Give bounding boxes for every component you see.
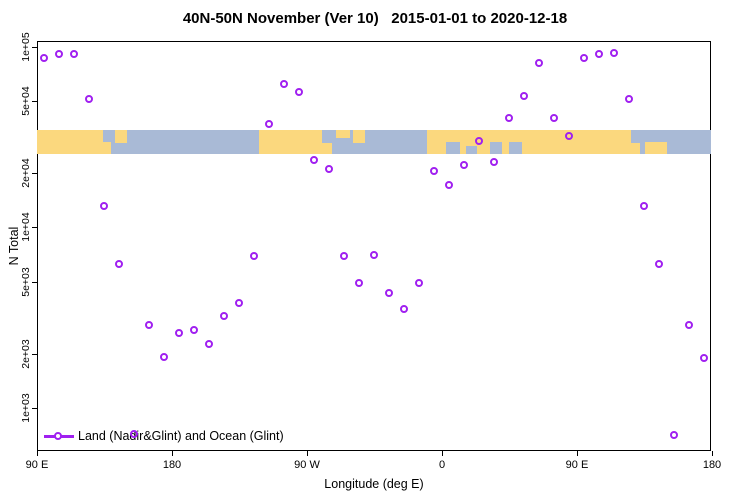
x-tick-label: 90 E [565,459,589,471]
data-point [640,201,648,210]
data-point [475,136,483,145]
x-tick-mark [37,451,38,456]
data-point [655,260,663,269]
data-point [190,326,198,335]
data-point [295,87,303,96]
map-land-segment [645,142,667,154]
x-tick-mark [172,451,173,456]
data-point [310,155,318,164]
map-land-segment [115,130,127,144]
data-point [160,353,168,362]
map-ocean-patch [466,145,477,154]
y-tick-label: 5e+03 [20,266,32,297]
data-point [625,95,633,104]
data-point [565,131,573,140]
data-point [445,181,453,190]
data-point [670,431,678,440]
data-point [85,95,93,104]
map-ocean-patch [631,130,640,144]
data-point [250,251,258,260]
legend-circle-marker-icon [54,431,62,440]
x-tick-label: 180 [162,459,182,471]
x-tick-label: 180 [702,459,722,471]
data-point [535,58,543,67]
x-tick-mark [712,451,713,456]
y-tick-mark [32,46,37,48]
chart-title: 40N-50N November (Ver 10) 2015-01-01 to … [182,10,568,27]
data-point [100,201,108,210]
y-axis-label: N Total [7,226,21,266]
data-point [490,157,498,166]
data-point [325,164,333,173]
data-point [370,250,378,259]
y-tick-mark [32,353,37,355]
map-land-segment [37,130,103,154]
y-tick-label: 5e+04 [20,86,32,116]
y-tick-mark [32,281,37,283]
y-tick-label: 1e+05 [20,31,32,62]
data-point [145,321,153,330]
data-point [70,50,78,59]
map-ocean-patch [446,142,460,154]
data-point [235,298,243,307]
data-point [700,353,708,362]
data-point [175,329,183,338]
data-point [55,50,63,59]
y-tick-label: 2e+03 [20,338,32,369]
map-land-segment [259,130,332,154]
data-point [205,339,213,348]
y-tick-mark [32,101,37,103]
x-tick-label: 90 E [25,459,49,471]
data-point [355,278,363,287]
x-tick-label: 90 W [294,459,320,471]
data-point [280,79,288,88]
y-tick-label: 1e+04 [20,212,32,243]
data-point [685,320,693,329]
y-tick-mark [32,227,37,229]
data-point [580,54,588,63]
data-point [130,430,138,439]
map-ocean-patch [490,142,502,154]
legend-label: Land (Nadir&Glint) and Ocean (Glint) [78,429,284,443]
data-point [595,49,603,58]
map-land-segment [427,130,640,154]
land-ocean-map-strip [37,130,711,154]
map-land-segment [103,142,111,154]
y-tick-label: 2e+04 [20,158,32,188]
data-point [385,289,393,298]
data-point [415,278,423,287]
map-land-segment [353,130,365,144]
data-point [115,260,123,269]
data-point [430,166,438,175]
data-point [505,114,513,123]
map-land-segment [336,130,350,139]
data-point [220,312,228,321]
data-point [40,54,48,63]
x-tick-label: 0 [438,459,446,471]
data-point [265,120,273,129]
x-tick-mark [577,451,578,456]
data-point [460,160,468,169]
data-point [550,114,558,123]
y-tick-mark [32,172,37,174]
data-point [520,92,528,100]
plot-area-border [37,41,711,451]
y-tick-label: 1e+03 [20,393,32,423]
data-point [610,48,618,57]
x-axis-label: Longitude (deg E) [324,477,424,491]
data-point [340,251,348,260]
data-point [400,304,408,313]
map-ocean-patch [509,142,522,154]
y-tick-mark [32,408,37,409]
map-ocean-patch [322,130,334,144]
x-tick-mark [307,451,308,456]
x-tick-mark [442,451,443,456]
